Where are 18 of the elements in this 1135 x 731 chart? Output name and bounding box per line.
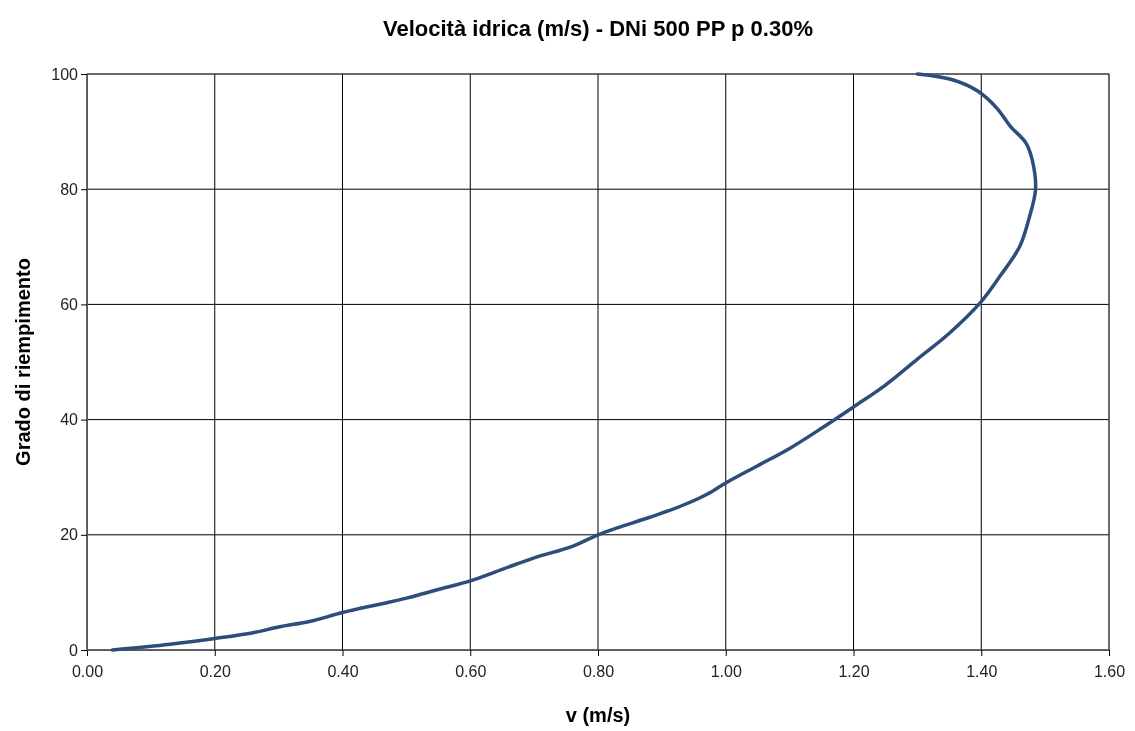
x-tick-label: 1.00 bbox=[710, 662, 742, 680]
x-tick-label: 1.20 bbox=[838, 662, 870, 680]
chart-title: Velocità idrica (m/s) - DNi 500 PP p 0.30% bbox=[383, 16, 813, 41]
x-tick-label: 1.60 bbox=[1093, 662, 1126, 680]
y-tick-label: 40 bbox=[60, 411, 79, 429]
y-tick-label: 20 bbox=[60, 526, 79, 544]
x-tick-label: 0.40 bbox=[327, 662, 359, 680]
y-tick-label: 100 bbox=[51, 65, 79, 83]
y-axis-title: Grado di riempimento bbox=[12, 258, 34, 466]
x-tick-label: 0.60 bbox=[455, 662, 487, 680]
x-tick-label: 0.80 bbox=[582, 662, 615, 680]
y-tick-label: 80 bbox=[60, 180, 79, 198]
y-tick-label: 60 bbox=[60, 296, 79, 314]
x-tick-label: 0.00 bbox=[71, 662, 104, 680]
x-tick-label: 1.40 bbox=[966, 662, 998, 680]
y-tick-label: 0 bbox=[69, 641, 79, 659]
x-tick-label: 0.20 bbox=[199, 662, 231, 680]
x-axis-title: v (m/s) bbox=[565, 704, 631, 726]
